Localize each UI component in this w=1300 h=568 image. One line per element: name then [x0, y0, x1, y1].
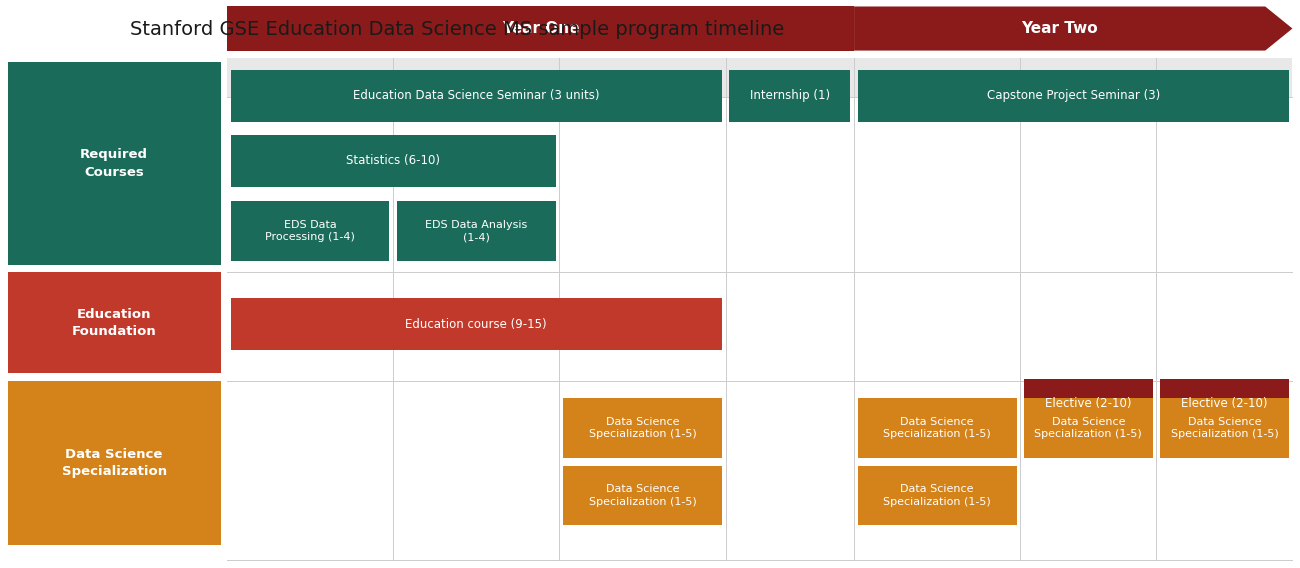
Text: Data Science
Specialization (1-5): Data Science Specialization (1-5) — [1170, 417, 1278, 439]
Text: Data Science
Specialization (1-5): Data Science Specialization (1-5) — [589, 484, 697, 507]
Text: Education course (9-15): Education course (9-15) — [406, 318, 547, 331]
FancyBboxPatch shape — [1160, 379, 1288, 428]
Text: SPRING: SPRING — [1199, 72, 1249, 84]
Text: SUMMER: SUMMER — [760, 72, 819, 84]
FancyBboxPatch shape — [8, 381, 221, 545]
Text: Data Science
Specialization: Data Science Specialization — [61, 448, 166, 478]
Text: Required
Courses: Required Courses — [81, 148, 148, 179]
FancyBboxPatch shape — [8, 62, 221, 265]
Text: Year Two: Year Two — [1022, 21, 1098, 36]
FancyBboxPatch shape — [563, 398, 722, 458]
FancyBboxPatch shape — [230, 298, 722, 350]
Text: Education
Foundation: Education Foundation — [72, 308, 156, 338]
FancyBboxPatch shape — [858, 70, 1288, 122]
Text: Data Science
Specialization (1-5): Data Science Specialization (1-5) — [883, 417, 991, 439]
Text: Stanford GSE Education Data Science MS sample program timeline: Stanford GSE Education Data Science MS s… — [130, 20, 784, 39]
FancyBboxPatch shape — [230, 70, 722, 122]
FancyBboxPatch shape — [226, 6, 854, 51]
Polygon shape — [854, 6, 1292, 51]
FancyBboxPatch shape — [729, 70, 850, 122]
Text: EDS Data Analysis
(1-4): EDS Data Analysis (1-4) — [425, 220, 528, 242]
FancyBboxPatch shape — [230, 135, 555, 187]
FancyBboxPatch shape — [1024, 379, 1153, 428]
Text: FALL: FALL — [922, 72, 953, 84]
FancyBboxPatch shape — [563, 466, 722, 525]
FancyBboxPatch shape — [858, 398, 1017, 458]
Text: SPRING: SPRING — [618, 72, 668, 84]
FancyBboxPatch shape — [396, 201, 555, 261]
FancyBboxPatch shape — [8, 272, 221, 374]
Text: Elective (2-10): Elective (2-10) — [1182, 397, 1268, 410]
FancyBboxPatch shape — [226, 59, 1292, 97]
Text: Year One: Year One — [502, 21, 580, 36]
Text: Capstone Project Seminar (3): Capstone Project Seminar (3) — [987, 90, 1160, 102]
Text: WINTER: WINTER — [1062, 72, 1114, 84]
Text: Education Data Science Seminar (3 units): Education Data Science Seminar (3 units) — [352, 90, 599, 102]
Text: Elective (2-10): Elective (2-10) — [1045, 397, 1131, 410]
Text: Data Science
Specialization (1-5): Data Science Specialization (1-5) — [883, 484, 991, 507]
Text: Data Science
Specialization (1-5): Data Science Specialization (1-5) — [1035, 417, 1143, 439]
Text: Data Science
Specialization (1-5): Data Science Specialization (1-5) — [589, 417, 697, 439]
Text: FALL: FALL — [295, 72, 325, 84]
Text: Internship (1): Internship (1) — [750, 90, 829, 102]
Text: WINTER: WINTER — [450, 72, 503, 84]
FancyBboxPatch shape — [1024, 398, 1153, 458]
Text: Statistics (6-10): Statistics (6-10) — [346, 154, 439, 168]
Text: EDS Data
Processing (1-4): EDS Data Processing (1-4) — [265, 220, 355, 242]
FancyBboxPatch shape — [1160, 398, 1288, 458]
FancyBboxPatch shape — [858, 466, 1017, 525]
FancyBboxPatch shape — [230, 201, 389, 261]
